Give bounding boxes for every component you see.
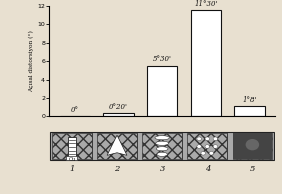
Bar	[52, 133, 92, 159]
Ellipse shape	[197, 145, 201, 148]
Ellipse shape	[156, 141, 169, 145]
Text: 5°30': 5°30'	[153, 55, 171, 63]
Ellipse shape	[201, 152, 206, 155]
Text: 1: 1	[69, 165, 75, 173]
Text: Cu: Cu	[68, 157, 76, 162]
Bar	[188, 133, 227, 159]
Text: 2: 2	[114, 165, 120, 173]
Ellipse shape	[157, 152, 167, 156]
Ellipse shape	[205, 145, 210, 148]
Polygon shape	[107, 135, 127, 155]
Bar	[97, 133, 137, 159]
Text: 3: 3	[159, 165, 165, 173]
Ellipse shape	[197, 137, 201, 141]
Y-axis label: Açısal distorsiyon (°): Açısal distorsiyon (°)	[29, 30, 34, 92]
Text: 1°8': 1°8'	[242, 96, 257, 104]
Text: 11°30': 11°30'	[194, 0, 217, 8]
Text: 0°20': 0°20'	[109, 103, 128, 111]
Bar	[233, 133, 272, 159]
Bar	[67, 156, 77, 160]
Ellipse shape	[213, 145, 218, 148]
Bar	[68, 137, 76, 157]
Bar	[142, 133, 182, 159]
Ellipse shape	[213, 137, 218, 141]
Bar	[103, 113, 134, 116]
Ellipse shape	[155, 136, 169, 140]
Text: 5: 5	[250, 165, 255, 173]
Bar	[233, 133, 272, 159]
Bar	[234, 106, 265, 116]
Ellipse shape	[156, 147, 168, 151]
Bar	[147, 66, 177, 116]
Bar	[50, 132, 274, 160]
Bar	[191, 10, 221, 116]
Ellipse shape	[209, 152, 213, 155]
Text: 4: 4	[204, 165, 210, 173]
Ellipse shape	[205, 137, 210, 141]
Text: 0°: 0°	[71, 106, 79, 114]
Ellipse shape	[246, 139, 259, 150]
